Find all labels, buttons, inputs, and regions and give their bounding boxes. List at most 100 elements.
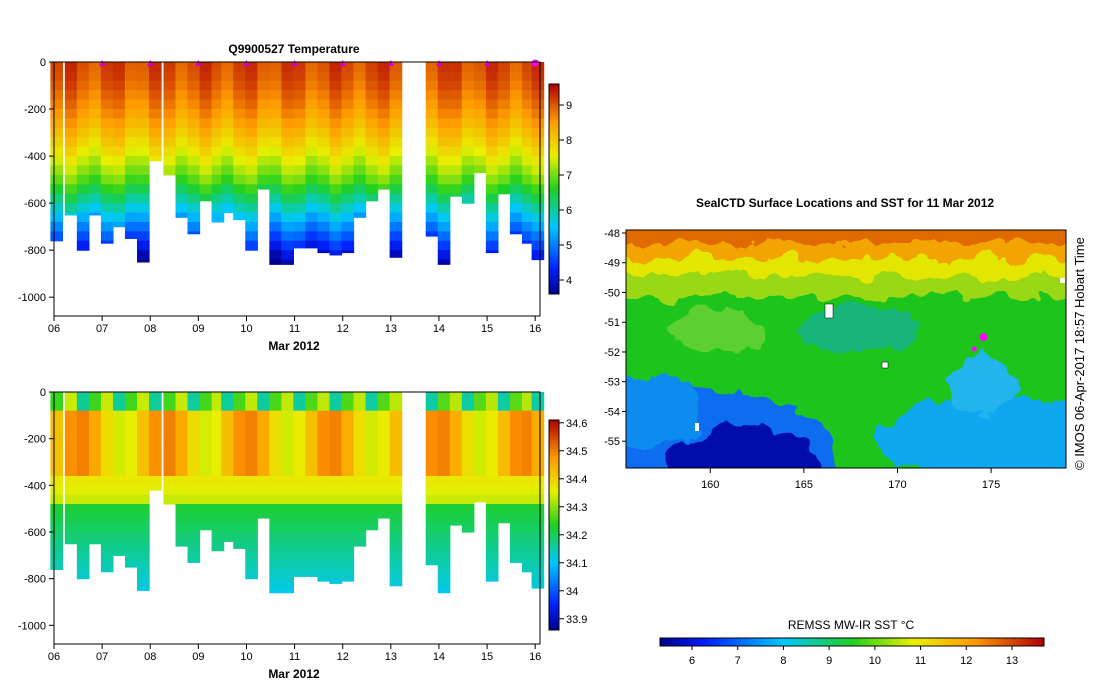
salinity-cell (305, 560, 319, 570)
salinity-cell (163, 401, 177, 412)
temperature-cell (88, 99, 102, 110)
temperature-cell (473, 127, 487, 138)
temperature-cell (353, 62, 367, 73)
salinity-cell (509, 476, 523, 486)
salinity-cell (76, 401, 90, 412)
salinity-cell (281, 448, 294, 458)
salinity-cell (233, 522, 246, 533)
salinity-cell (221, 494, 234, 505)
temperature-cell (221, 203, 234, 214)
salinity-cell (211, 420, 225, 430)
temperature-cell (437, 250, 451, 261)
temperature-cell (341, 184, 355, 195)
temperature-cell (485, 240, 499, 251)
salinity-cell (485, 532, 499, 542)
salinity-cell (257, 438, 270, 449)
temperature-cell (100, 127, 114, 138)
salinity-cell (461, 448, 475, 458)
temperature-cell (88, 146, 102, 157)
x-tick-label: 15 (481, 651, 493, 663)
temperature-cell (112, 62, 126, 73)
salinity-cell (100, 532, 114, 542)
salinity-cell (187, 466, 201, 477)
salinity-cell (100, 550, 114, 561)
salinity-cell (245, 466, 258, 477)
salinity-cell (163, 448, 177, 458)
temperature-cell (199, 99, 213, 110)
salinity-cell (341, 560, 355, 570)
temperature-cell (199, 146, 213, 157)
salinity-cell (353, 541, 367, 547)
salinity-cell (281, 392, 294, 402)
temperature-cell (112, 146, 126, 157)
salinity-cell (425, 550, 439, 561)
salinity-cell (187, 401, 201, 412)
temperature-cell (341, 156, 355, 167)
temperature-cell (175, 137, 189, 148)
salinity-cell (149, 420, 162, 430)
salinity-cell (521, 522, 535, 533)
salinity-cell (211, 541, 225, 552)
salinity-cell (293, 569, 307, 577)
temperature-cell (175, 71, 189, 82)
temperature-cell (531, 109, 545, 120)
x-tick-label: 07 (96, 651, 108, 663)
salinity-cell (64, 429, 78, 440)
lon-tick-label: 165 (795, 479, 813, 491)
x-tick-label: 11 (289, 651, 300, 663)
temperature-cell (281, 137, 294, 148)
temperature-cell (305, 118, 319, 129)
x-tick-label: 08 (144, 323, 156, 335)
salinity-cell (293, 560, 307, 570)
temperature-cell (341, 203, 355, 214)
temperature-cell (245, 118, 258, 129)
temperature-cell (50, 137, 64, 148)
salinity-cell (497, 448, 511, 458)
salinity-cell (437, 532, 451, 542)
temperature-cell (175, 193, 189, 204)
x-tick-label: 08 (144, 651, 156, 663)
temperature-cell (389, 203, 403, 214)
temperature-cell (149, 109, 162, 120)
salinity-cell (353, 532, 367, 542)
colorbar-tick-label: 4 (566, 275, 572, 287)
temperature-cell (281, 127, 294, 138)
temperature-cell (281, 231, 294, 242)
salinity-cell (163, 429, 177, 440)
salinity-cell (389, 410, 403, 421)
salinity-cell (245, 550, 258, 561)
temperature-cell (485, 99, 499, 110)
temperature-cell (365, 109, 379, 120)
temperature-cell (88, 212, 102, 216)
temperature-cell (449, 165, 463, 176)
salinity-cell (187, 485, 201, 496)
salinity-cell (137, 410, 150, 421)
temperature-cell (389, 184, 403, 195)
temperature-cell (377, 127, 391, 138)
salinity-cell (124, 532, 138, 542)
salinity-cell (76, 410, 90, 421)
salinity-cell (425, 532, 439, 542)
salinity-cell (293, 392, 307, 402)
salinity-cell (269, 410, 282, 421)
salinity-cell (112, 494, 126, 505)
temperature-cell (341, 109, 355, 120)
salinity-cell (100, 392, 114, 402)
salinity-cell (437, 438, 451, 449)
temperature-cell (100, 118, 114, 129)
temperature-cell (293, 80, 307, 91)
salinity-cell (317, 438, 331, 449)
salinity-cell (509, 457, 523, 468)
salinity-cell (531, 410, 545, 421)
temperature-cell (461, 174, 475, 185)
temperature-cell (64, 156, 78, 167)
salinity-cell (175, 401, 189, 412)
temperature-cell (281, 109, 294, 120)
salinity-cell (449, 420, 463, 430)
temperature-cell (281, 80, 294, 91)
temperature-cell (112, 118, 126, 129)
temperature-cell (233, 212, 246, 221)
salinity-cell (485, 550, 499, 561)
temperature-cell (341, 221, 355, 232)
salinity-cell (305, 429, 319, 440)
